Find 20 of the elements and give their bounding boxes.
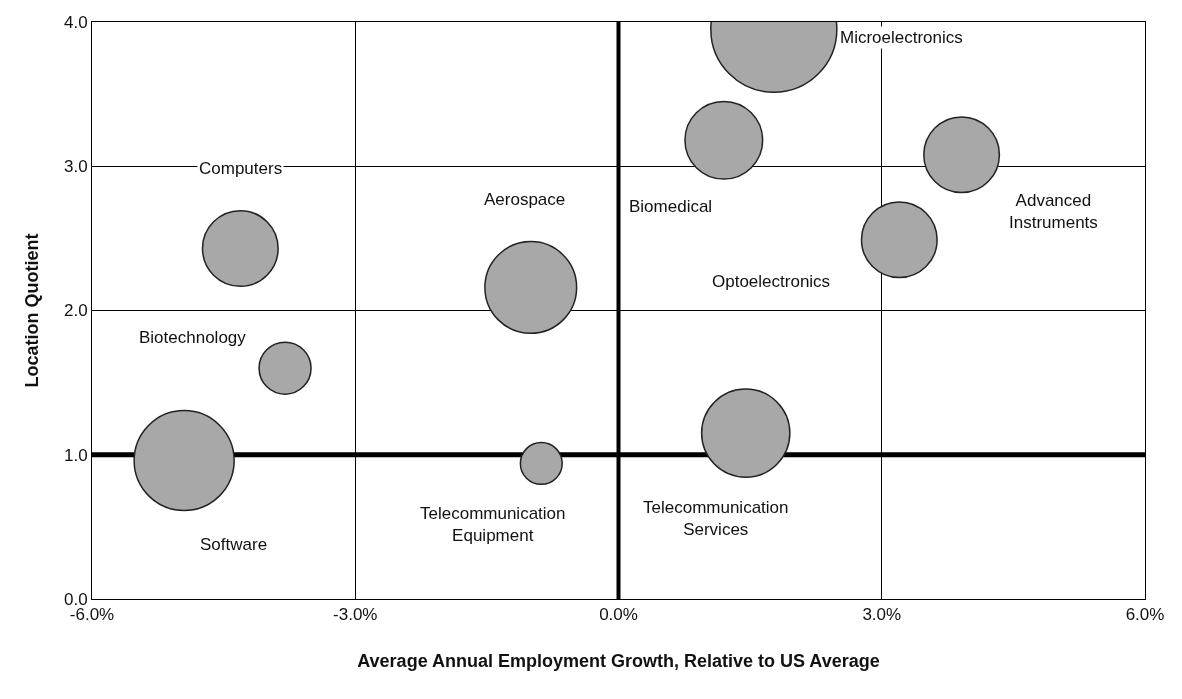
series-label: Telecommunication Services: [643, 498, 789, 540]
series-label: Software: [200, 535, 268, 554]
y-tick-label: 2.0: [63, 301, 88, 321]
y-tick-label: 3.0: [63, 157, 88, 177]
text: Computers: [199, 159, 283, 178]
series-label: Biomedical: [629, 197, 713, 216]
series-label: Biotechnology: [139, 328, 247, 347]
y-axis-title: Location Quotient: [22, 233, 43, 388]
text: Optoelectronics: [712, 272, 831, 291]
series-label: Microelectronics: [840, 28, 963, 47]
x-tick-label: 6.0%: [1125, 605, 1165, 625]
series-label: Advanced Instruments: [1009, 191, 1098, 233]
x-tick-label: 0.0%: [599, 605, 638, 625]
text: Aerospace: [484, 190, 566, 209]
y-tick-label: 4.0: [63, 12, 88, 32]
x-axis-title: Average Annual Employment Growth, Relative to US Average: [357, 650, 880, 671]
series-label: Telecommunication Equipment: [420, 504, 566, 546]
x-tick-label: -3.0%: [333, 605, 378, 625]
y-tick-label: 1.0: [63, 445, 88, 465]
x-tick-label: 3.0%: [862, 605, 902, 625]
